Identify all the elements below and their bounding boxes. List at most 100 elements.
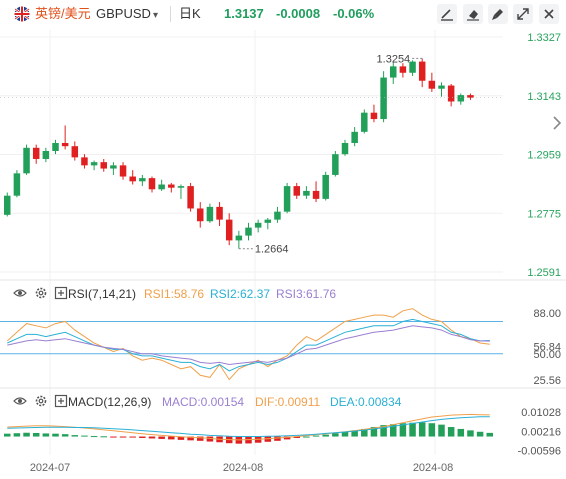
rsi-series-line: [7, 325, 490, 366]
candle-body: [254, 222, 262, 228]
macd-histogram-bar: [206, 436, 214, 442]
dropdown-icon[interactable]: ▾: [153, 10, 159, 21]
rsi3-label: RSI3:61.76: [276, 287, 337, 301]
gear-icon[interactable]: [34, 286, 48, 300]
macd-histogram-bar: [457, 428, 465, 437]
candle-body: [100, 162, 107, 169]
candle-body: [139, 178, 146, 182]
rsi-axis-tick-label: 50.00: [533, 349, 561, 361]
macd-histogram-bar: [428, 423, 436, 437]
macd-histogram-bar: [23, 432, 30, 437]
candle-body: [274, 211, 281, 220]
candle-body: [158, 184, 165, 190]
rsi-axis-tick-label: 25.56: [533, 375, 561, 387]
eraser-button[interactable]: [463, 4, 483, 24]
eraser-icon: [467, 10, 479, 21]
macd-histogram-bar: [476, 431, 484, 437]
price-axis-tick-label: 1.3327: [527, 32, 561, 44]
price-axis-tick-label: 1.2775: [527, 208, 561, 220]
candle-body: [216, 206, 223, 220]
price-change: -0.0008: [276, 6, 321, 21]
macd-histogram-bar: [4, 433, 11, 437]
macd-histogram-bar: [90, 436, 98, 438]
candle-body: [467, 95, 474, 98]
macd-histogram-bar: [312, 435, 320, 437]
candle-body: [225, 219, 233, 241]
dif-value-label: DIF:0.00911: [255, 395, 321, 409]
price-axis-tick-label: 1.3143: [527, 91, 561, 103]
macd-histogram-bar: [71, 435, 79, 437]
plus-box-icon[interactable]: [54, 286, 68, 300]
candle-body: [187, 186, 194, 209]
macd-histogram-bar: [100, 436, 107, 438]
expand-button[interactable]: [513, 4, 533, 24]
dif-line: [7, 413, 490, 441]
symbol-code[interactable]: GBPUSD: [96, 6, 151, 21]
macd-histogram-bar: [81, 435, 88, 437]
brush-icon: [492, 9, 503, 20]
macd-histogram-bar: [361, 428, 368, 437]
symbol-name[interactable]: 英镑/美元: [35, 6, 91, 21]
macd-axis-tick-label: 0.00216: [521, 426, 561, 438]
macd-histogram-bar: [447, 427, 455, 437]
uk-flag-icon: [14, 6, 30, 22]
brush-button[interactable]: [488, 4, 508, 24]
dea-line: [7, 416, 490, 437]
candle-body: [206, 206, 214, 222]
plus-box-icon[interactable]: [54, 394, 68, 408]
rsi-series-line: [7, 318, 490, 372]
dea-value-label: DEA:0.00834: [330, 395, 402, 409]
candle-body: [52, 143, 59, 151]
draw-tool-icon: [441, 9, 453, 21]
candle-body: [42, 150, 50, 159]
candle-body: [81, 157, 88, 166]
candle-body: [380, 77, 387, 120]
candle-body: [390, 66, 397, 78]
macd-histogram-bar: [467, 430, 474, 437]
candle-body: [61, 143, 69, 147]
macd-histogram-bar: [283, 436, 291, 440]
macd-histogram-bar: [119, 436, 127, 438]
macd-histogram-bar: [197, 436, 204, 441]
candle-body: [168, 184, 175, 188]
candle-body: [447, 85, 455, 102]
draw-tool-button[interactable]: [437, 4, 457, 24]
candle-body: [361, 112, 368, 132]
candle-body: [110, 165, 117, 169]
close-button[interactable]: [539, 4, 559, 24]
candle-body: [148, 178, 156, 190]
time-axis-tick-label: 2024-08: [223, 462, 263, 474]
macd-histogram-bar: [61, 434, 69, 437]
candle-body: [245, 227, 252, 236]
rsi-axis-tick-label: 56.84: [533, 341, 561, 353]
macd-title: MACD(12,26,9): [68, 395, 152, 409]
candle-body: [4, 195, 11, 215]
candle-body: [409, 61, 416, 73]
macd-histogram-bar: [168, 436, 175, 440]
macd-histogram-bar: [370, 427, 378, 437]
eye-icon[interactable]: [13, 394, 27, 408]
macd-histogram-bar: [293, 436, 300, 438]
macd-histogram-bar: [486, 432, 493, 437]
timeframe-selector[interactable]: 日K: [179, 6, 201, 21]
eye-icon[interactable]: [13, 286, 27, 300]
chevron-right-icon[interactable]: [549, 112, 565, 134]
macd-histogram-bar: [177, 436, 185, 440]
rsi2-label: RSI2:62.37: [210, 287, 271, 301]
macd-histogram-bar: [438, 424, 445, 437]
candle-body: [197, 208, 204, 222]
candle-body: [322, 174, 329, 199]
candle-body: [13, 173, 21, 196]
candle-body: [23, 147, 30, 174]
candle-body: [332, 154, 339, 175]
candle-body: [418, 61, 426, 81]
candle-body: [32, 147, 40, 159]
macd-histogram-bar: [129, 436, 136, 438]
candle-body: [312, 190, 320, 199]
gear-icon[interactable]: [34, 394, 48, 408]
time-axis-tick-label: 2024-08: [413, 462, 453, 474]
candle-body: [235, 235, 243, 241]
macd-histogram-bar: [148, 436, 156, 439]
chart-toolbar: 英镑/美元 GBPUSD ▾ 日K 1.3137 -0.0008 -0.06%: [0, 0, 566, 28]
